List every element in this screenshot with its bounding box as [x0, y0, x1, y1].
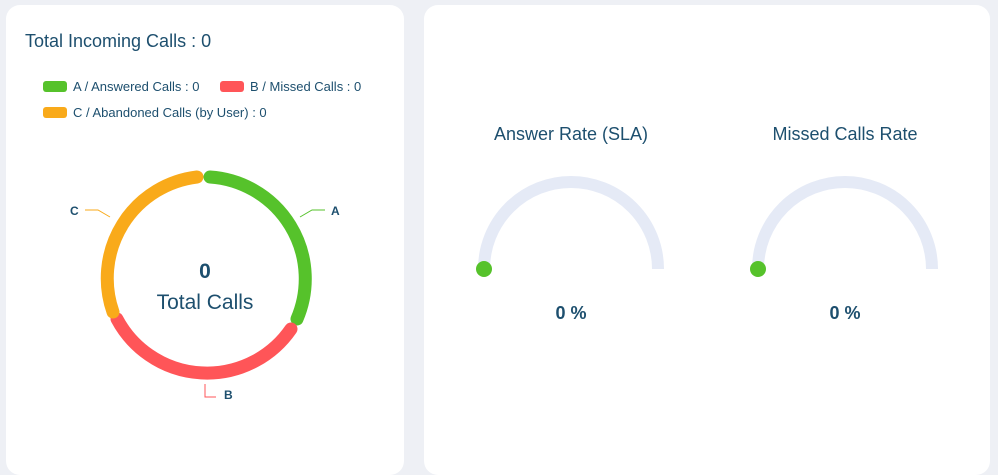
answer-rate-title: Answer Rate (SLA): [493, 124, 649, 144]
missed-rate-value: 0 %: [829, 303, 861, 323]
answer-rate-track: [478, 176, 664, 270]
legend-item-answered[interactable]: A / Answered Calls : 0: [43, 79, 199, 94]
legend-item-missed[interactable]: B / Missed Calls : 0: [220, 79, 361, 94]
legend-label-missed: B / Missed Calls : 0: [250, 79, 362, 94]
rates-card: Answer Rate (SLA) 0 % Missed Calls Rate …: [424, 5, 990, 475]
missed-rate-gauge: [750, 176, 938, 277]
legend-swatch-missed: [220, 81, 244, 92]
answer-rate-value: 0 %: [555, 303, 587, 323]
connector-answered: [299, 209, 325, 218]
legend-label-answered: A / Answered Calls : 0: [73, 79, 200, 94]
legend-swatch-answered: [43, 81, 67, 92]
donut-segment-answered[interactable]: [203, 170, 312, 326]
calls-donut-chart: A B C: [70, 170, 340, 402]
total-calls-value: 0: [199, 260, 211, 283]
incoming-calls-card: Total Incoming Calls : 0 A / Answered Ca…: [6, 5, 404, 475]
missed-rate-indicator: [750, 261, 766, 277]
answer-rate-gauge: [476, 176, 664, 277]
card-title: Total Incoming Calls : 0: [25, 31, 212, 51]
legend-item-abandoned[interactable]: C / Abandoned Calls (by User) : 0: [43, 105, 267, 120]
segment-label-b: B: [224, 388, 233, 402]
donut-segment-abandoned[interactable]: [100, 170, 204, 319]
segment-label-c: C: [70, 204, 79, 218]
connector-abandoned: [85, 209, 111, 218]
missed-rate-title: Missed Calls Rate: [772, 124, 918, 144]
missed-rate-track: [752, 176, 938, 270]
answer-rate-indicator: [476, 261, 492, 277]
donut-segment-missed[interactable]: [110, 312, 298, 380]
connector-missed: [204, 384, 216, 398]
legend-swatch-abandoned: [43, 107, 67, 118]
segment-label-a: A: [331, 204, 340, 218]
total-calls-label: Total Calls: [156, 291, 254, 314]
legend-label-abandoned: C / Abandoned Calls (by User) : 0: [73, 105, 267, 120]
